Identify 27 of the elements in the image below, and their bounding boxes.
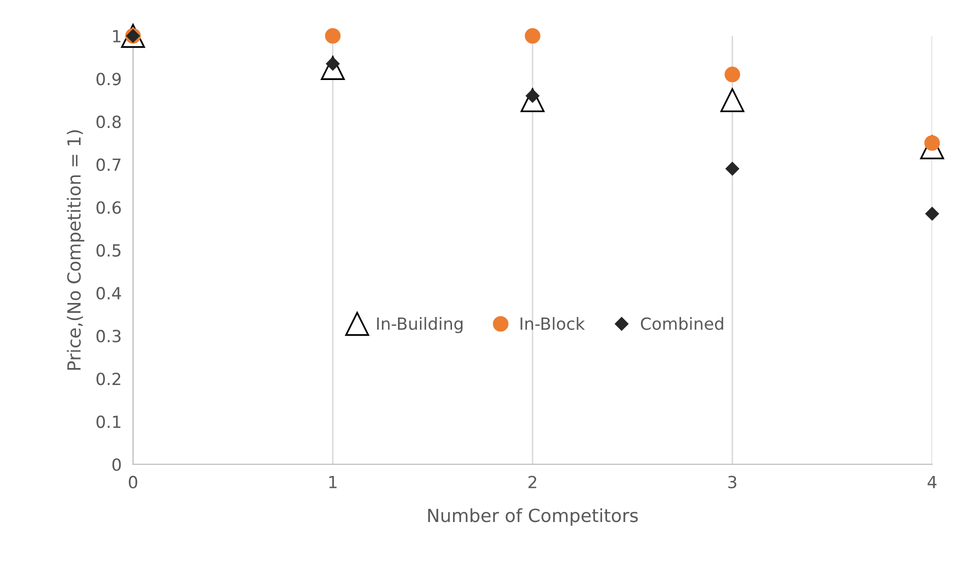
- legend-label: In-Building: [377, 317, 462, 334]
- x-tick-label: 0: [128, 476, 138, 488]
- x-tick-label: 3: [728, 476, 736, 488]
- y-tick-label: 0: [112, 458, 121, 471]
- y-tick-label: 0.4: [96, 286, 121, 300]
- y-tick-label: 0.8: [96, 116, 121, 128]
- y-tick-label: 0.1: [96, 415, 120, 428]
- point: [726, 162, 740, 176]
- point: [724, 66, 740, 82]
- point: [720, 88, 744, 112]
- y-axis-title: Price,(No Competition = 1): [66, 130, 84, 370]
- y-tick-label: 0.3: [96, 330, 121, 342]
- point: [925, 206, 939, 220]
- x-axis-title: Number of Competitors: [428, 508, 638, 526]
- y-tick-label: 1: [113, 30, 120, 42]
- y-tick-label: 0.5: [96, 244, 120, 257]
- y-tick-label: 0.9: [96, 72, 121, 86]
- x-tick-label: 1: [329, 476, 337, 488]
- point: [524, 28, 540, 44]
- legend-label: In-Block: [520, 317, 585, 330]
- y-tick-label: 0.7: [96, 158, 120, 172]
- y-tick-label: 0.2: [96, 372, 120, 386]
- x-tick-label: 2: [528, 476, 536, 488]
- legend-label: Combined: [640, 317, 724, 330]
- y-tick-label: 0.6: [96, 201, 121, 214]
- x-tick-label: 4: [928, 476, 936, 488]
- point: [325, 28, 341, 44]
